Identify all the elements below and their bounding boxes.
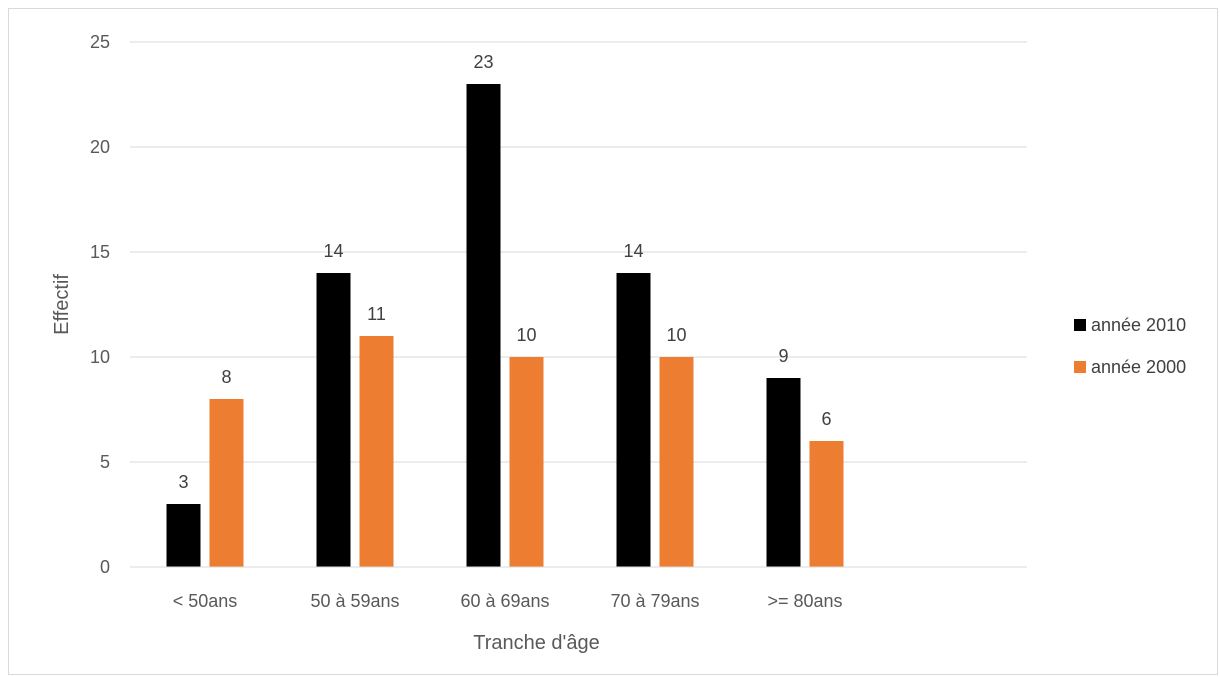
x-tick-label-50ans: < 50ans xyxy=(173,591,238,611)
legend-label-ann-e-2010: année 2010 xyxy=(1091,315,1186,335)
legend-item-ann-e-2000: année 2000 xyxy=(1074,357,1186,377)
bar-ann-e-2010-50ans xyxy=(166,504,201,567)
data-label-ann-e-2000-80ans: 6 xyxy=(821,409,831,429)
y-tick-label-0: 0 xyxy=(100,557,110,577)
bar-ann-e-2000-50-59ans xyxy=(359,336,394,567)
legend: année 2010 année 2000 xyxy=(1074,315,1186,377)
bars xyxy=(166,84,844,567)
data-label-ann-e-2010-60-69ans: 23 xyxy=(473,52,493,72)
bar-ann-e-2010-70-79ans xyxy=(616,273,651,567)
bar-ann-e-2000-80ans xyxy=(809,441,844,567)
bar-ann-e-2010-50-59ans xyxy=(316,273,351,567)
bar-ann-e-2000-50ans xyxy=(209,399,244,567)
y-tick-label-20: 20 xyxy=(90,137,110,157)
y-tick-label-10: 10 xyxy=(90,347,110,367)
y-tick-label-15: 15 xyxy=(90,242,110,262)
legend-swatch-ann-e-2010 xyxy=(1074,319,1086,331)
y-tick-label-5: 5 xyxy=(100,452,110,472)
y-tick-label-25: 25 xyxy=(90,32,110,52)
y-axis-tick-labels: 0 5 10 15 20 25 xyxy=(90,32,110,577)
gridlines xyxy=(130,41,1027,463)
x-tick-label-50-59ans: 50 à 59ans xyxy=(310,591,399,611)
x-axis-title: Tranche d'âge xyxy=(473,632,600,654)
data-label-ann-e-2010-50-59ans: 14 xyxy=(323,241,343,261)
x-tick-label-70-79ans: 70 à 79ans xyxy=(610,591,699,611)
data-label-ann-e-2000-70-79ans: 10 xyxy=(666,325,686,345)
data-label-ann-e-2010-50ans: 3 xyxy=(178,472,188,492)
data-label-ann-e-2010-70-79ans: 14 xyxy=(623,241,643,261)
x-axis-tick-labels: < 50ans 50 à 59ans 60 à 69ans 70 à 79ans >= … xyxy=(173,591,843,611)
data-label-ann-e-2000-50-59ans: 11 xyxy=(367,304,386,324)
x-tick-label-60-69ans: 60 à 69ans xyxy=(460,591,549,611)
bar-ann-e-2010-80ans xyxy=(766,378,801,567)
legend-item-ann-e-2010: année 2010 xyxy=(1074,315,1186,335)
x-tick-label-80ans: >= 80ans xyxy=(767,591,842,611)
data-label-ann-e-2010-80ans: 9 xyxy=(778,346,788,366)
data-labels: 3 8 14 11 23 10 14 10 9 6 xyxy=(178,52,831,492)
bar-ann-e-2010-60-69ans xyxy=(466,84,501,567)
legend-swatch-ann-e-2000 xyxy=(1074,361,1086,373)
bar-ann-e-2000-60-69ans xyxy=(509,357,544,567)
data-label-ann-e-2000-60-69ans: 10 xyxy=(516,325,536,345)
bar-ann-e-2000-70-79ans xyxy=(659,357,694,567)
legend-label-ann-e-2000: année 2000 xyxy=(1091,357,1186,377)
data-label-ann-e-2000-50ans: 8 xyxy=(221,367,231,387)
y-axis-title: Effectif xyxy=(51,274,73,335)
